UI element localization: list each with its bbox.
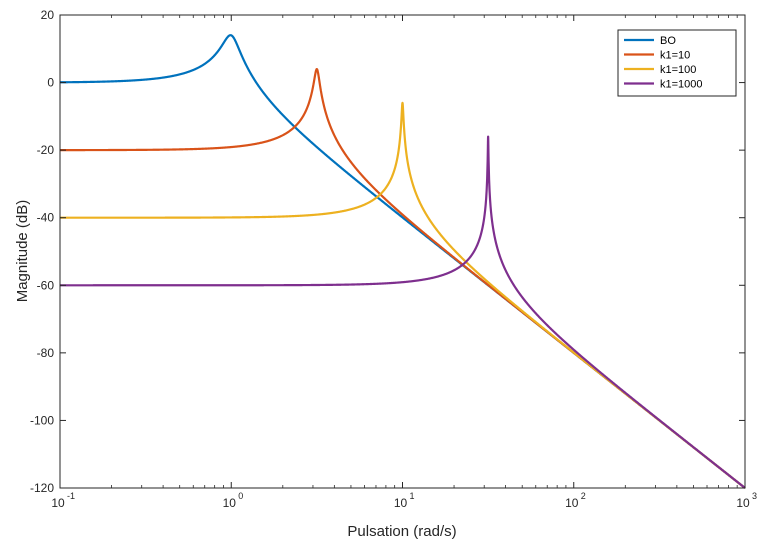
y-tick-label: 0	[47, 76, 54, 90]
x-tick-label-exponent: -1	[67, 491, 75, 501]
y-tick-label: -120	[30, 481, 54, 495]
x-tick-label-base: 10	[51, 496, 65, 510]
legend-label: k1=1000	[660, 79, 703, 91]
series-layer	[59, 34, 746, 489]
x-tick-label: 10 -1	[51, 491, 75, 510]
x-tick-label-exponent: 2	[581, 491, 586, 501]
y-tick-label: -100	[30, 413, 54, 427]
y-tick-label: -40	[37, 211, 55, 225]
legend-label: BO	[660, 35, 676, 47]
x-axis-title: Pulsation (rad/s)	[347, 523, 456, 540]
y-tick-label: -80	[37, 346, 55, 360]
x-tick-label: 10 0	[223, 491, 244, 510]
series-line-4	[59, 135, 746, 489]
x-tick-label-base: 10	[394, 496, 408, 510]
x-tick-label: 10 2	[565, 491, 586, 510]
x-tick-label-base: 10	[223, 496, 237, 510]
x-tick-label-base: 10	[736, 496, 750, 510]
x-tick-label: 10 1	[394, 491, 415, 510]
x-tick-label-base: 10	[565, 496, 579, 510]
legend: BO k1=10 k1=100 k1=1000	[617, 29, 737, 97]
y-tick-label: -60	[37, 278, 55, 292]
y-tick-label: -20	[37, 143, 55, 157]
x-tick-label-exponent: 0	[238, 491, 243, 501]
y-axis-title: Magnitude (dB)	[14, 200, 31, 303]
legend-label: k1=100	[660, 64, 696, 76]
x-tick-label-exponent: 3	[752, 491, 757, 501]
legend-label: k1=10	[660, 50, 690, 62]
x-tick-label-exponent: 1	[410, 491, 415, 501]
x-tick-label: 10 3	[736, 491, 757, 510]
y-tick-label: 20	[41, 8, 55, 22]
